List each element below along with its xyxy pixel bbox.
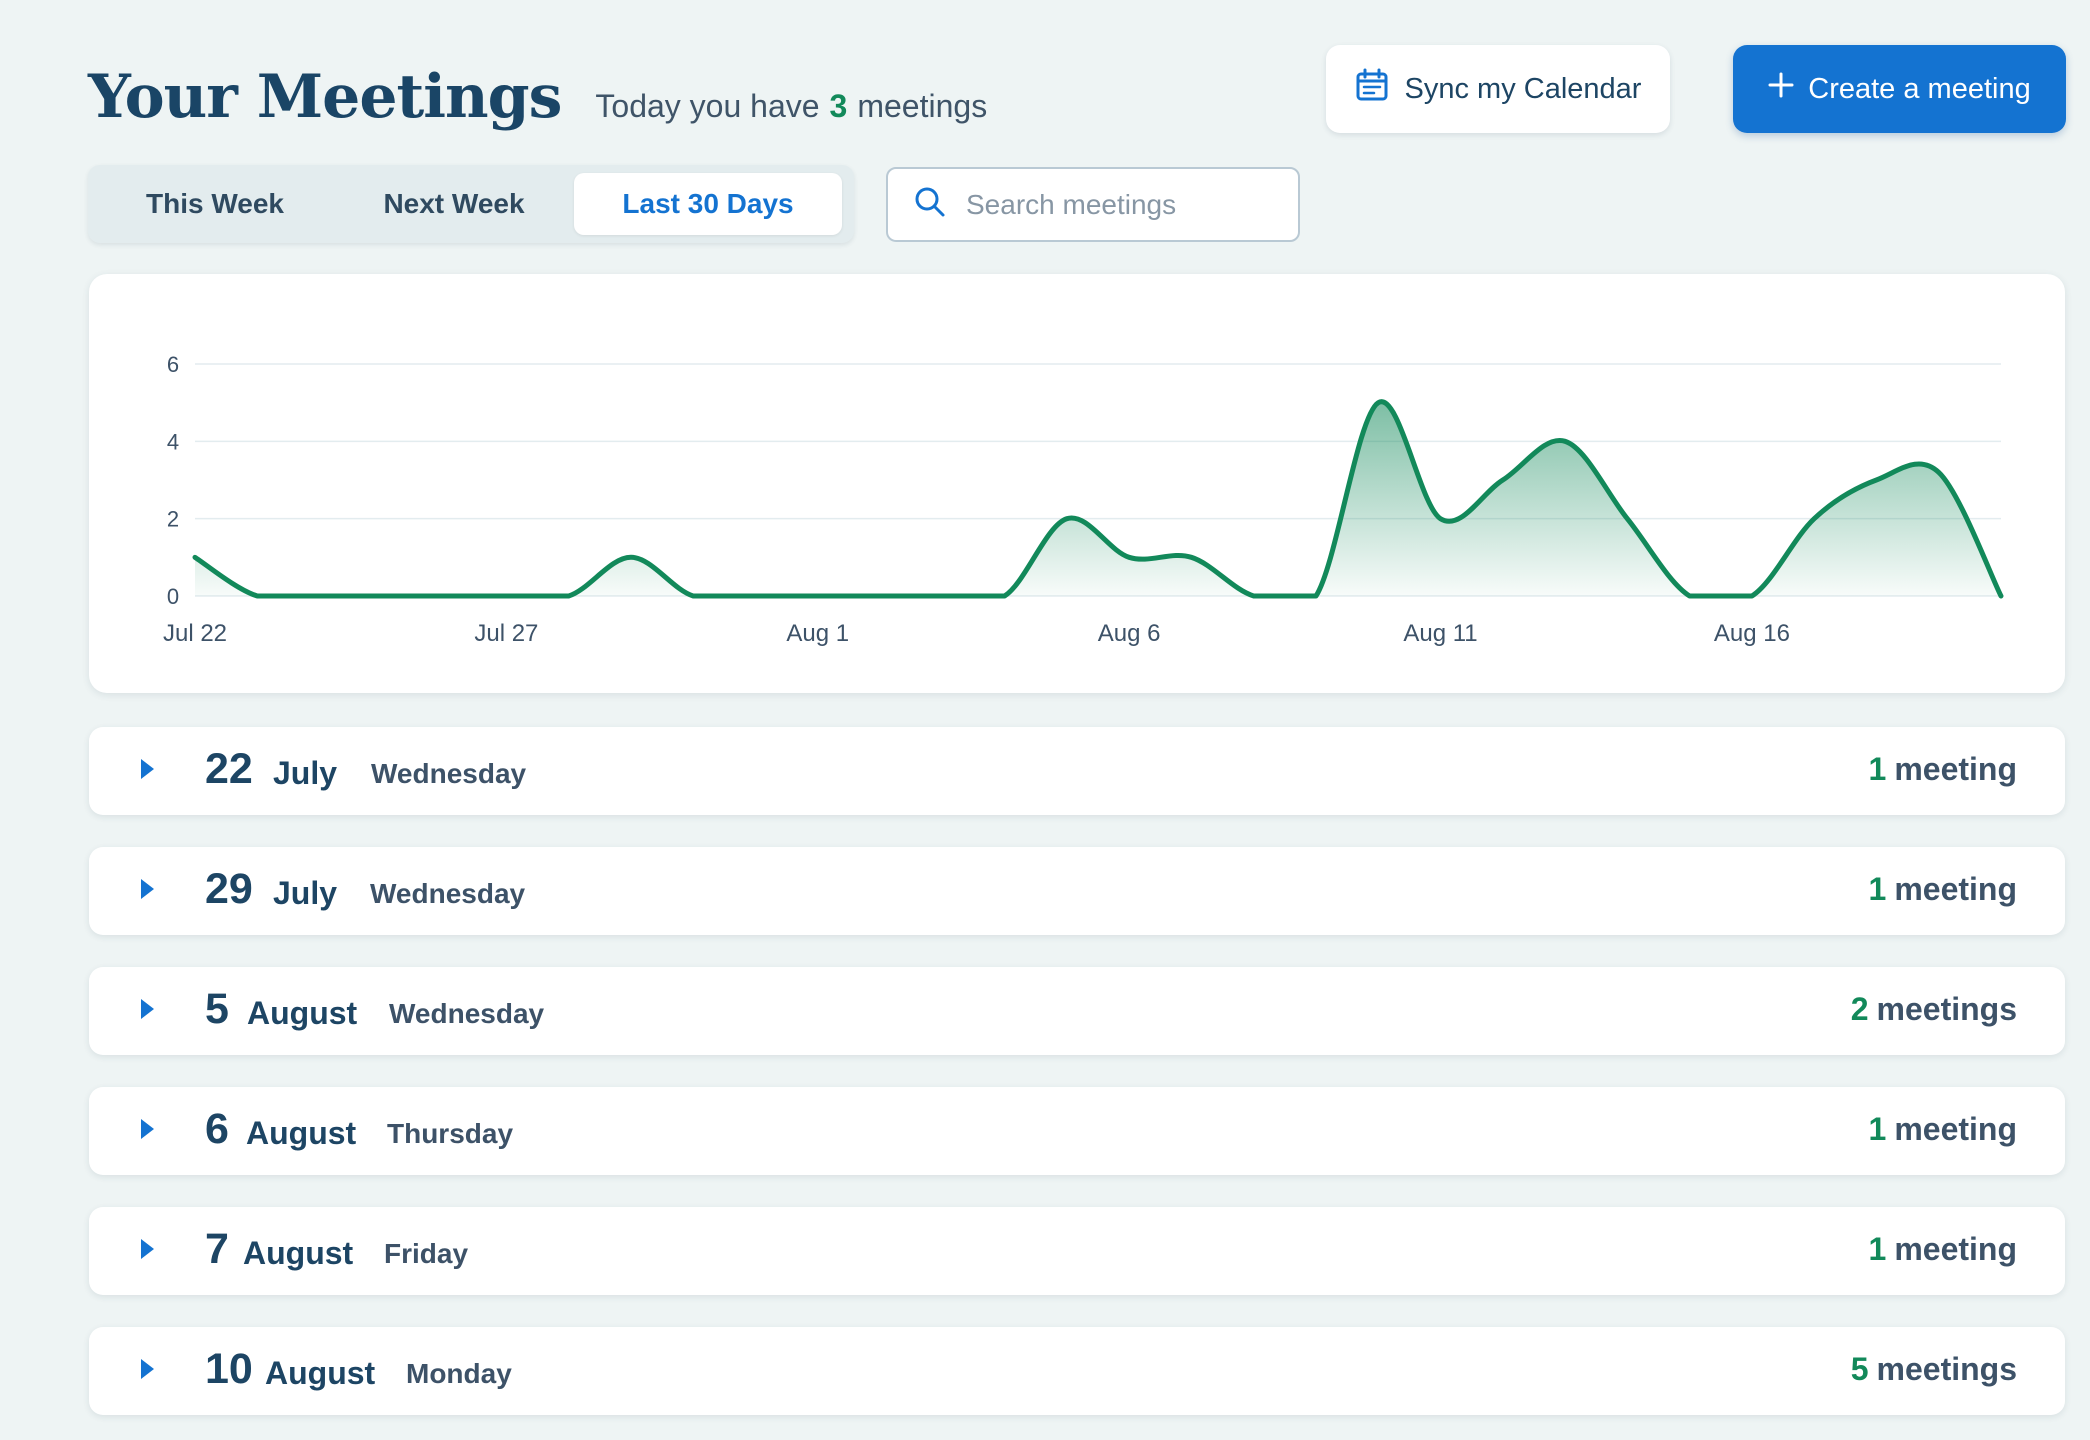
caret-right-icon[interactable] bbox=[141, 999, 154, 1019]
calendar-icon bbox=[1355, 68, 1389, 110]
create-meeting-label: Create a meeting bbox=[1808, 72, 2031, 105]
meeting-count: 1 meeting bbox=[1869, 751, 2017, 788]
day-month: August bbox=[265, 1355, 376, 1391]
chart-y-tick-label: 4 bbox=[167, 429, 179, 454]
meeting-count: 2 meetings bbox=[1851, 991, 2017, 1028]
today-prefix: Today you have bbox=[595, 88, 820, 124]
create-meeting-button[interactable]: Create a meeting bbox=[1733, 45, 2066, 133]
meeting-count-number: 5 bbox=[1850, 1351, 1869, 1387]
caret-right-icon[interactable] bbox=[141, 759, 154, 779]
day-row[interactable]: 29 July Wednesday 1 meeting bbox=[89, 847, 2065, 935]
chart-x-tick-label: Aug 11 bbox=[1403, 620, 1477, 647]
day-row[interactable]: 10 August Monday 5 meetings bbox=[89, 1327, 2065, 1415]
day-weekday: Thursday bbox=[387, 1118, 514, 1149]
meeting-count-number: 1 bbox=[1868, 751, 1887, 787]
meeting-count: 1 meeting bbox=[1869, 871, 2017, 908]
today-count: 3 bbox=[829, 88, 848, 124]
day-number: 29 bbox=[205, 865, 253, 913]
meeting-count-number: 1 bbox=[1868, 871, 1887, 907]
caret-right-icon[interactable] bbox=[141, 879, 154, 899]
chart-x-tick-label: Jul 27 bbox=[474, 620, 538, 647]
day-weekday: Friday bbox=[384, 1238, 469, 1269]
chart-y-tick-label: 6 bbox=[167, 352, 179, 377]
day-month: July bbox=[273, 755, 338, 791]
chart-series-line bbox=[192, 399, 2004, 599]
chart-x-tick-label: Aug 6 bbox=[1098, 620, 1161, 647]
day-row[interactable]: 22 July Wednesday 1 meeting bbox=[89, 727, 2065, 815]
caret-right-icon[interactable] bbox=[141, 1239, 154, 1259]
day-weekday: Wednesday bbox=[371, 758, 527, 789]
search-icon bbox=[914, 186, 946, 223]
meeting-count: 1 meeting bbox=[1869, 1111, 2017, 1148]
meeting-count-unit: meetings bbox=[1876, 991, 2017, 1027]
meeting-count-unit: meeting bbox=[1894, 751, 2017, 787]
caret-right-icon[interactable] bbox=[141, 1359, 154, 1379]
chart-y-tick-label: 0 bbox=[167, 584, 179, 609]
page-title: Your Meetings bbox=[88, 62, 562, 132]
day-number: 7 bbox=[205, 1225, 229, 1273]
meeting-count: 1 meeting bbox=[1869, 1231, 2017, 1268]
chart-x-tick-label: Aug 1 bbox=[786, 620, 849, 647]
meeting-count-unit: meeting bbox=[1894, 1231, 2017, 1267]
caret-right-icon[interactable] bbox=[141, 1119, 154, 1139]
search-box bbox=[886, 167, 1300, 242]
tab-this-week[interactable]: This Week bbox=[146, 188, 284, 219]
meetings-chart: 0 2 4 6 Jul 22 Jul 27 Aug 1 Aug 6 Aug 11 Aug 16 bbox=[163, 352, 2004, 647]
search-input[interactable] bbox=[966, 188, 1266, 221]
sync-calendar-button[interactable]: Sync my Calendar bbox=[1326, 45, 1670, 133]
day-weekday: Wednesday bbox=[370, 878, 526, 909]
chart-x-tick-label: Aug 16 bbox=[1714, 620, 1790, 647]
meeting-count: 5 meetings bbox=[1851, 1351, 2017, 1388]
meetings-chart-card: 0 2 4 6 Jul 22 Jul 27 Aug 1 Aug 6 Aug 11 Aug 16 bbox=[89, 274, 2065, 693]
meeting-count-unit: meetings bbox=[1876, 1351, 2017, 1387]
chart-area-fill bbox=[195, 401, 2001, 596]
day-month: August bbox=[243, 1235, 354, 1271]
tab-last-30-days[interactable]: Last 30 Days bbox=[574, 173, 842, 235]
day-month: August bbox=[246, 1115, 357, 1151]
chart-x-tick-label: Jul 22 bbox=[163, 620, 227, 647]
chart-y-tick-label: 2 bbox=[167, 507, 179, 532]
day-row[interactable]: 7 August Friday 1 meeting bbox=[89, 1207, 2065, 1295]
day-number: 5 bbox=[205, 985, 229, 1033]
page-header: Your Meetings Today you have 3 meetings bbox=[88, 62, 987, 132]
plus-icon bbox=[1768, 72, 1794, 106]
today-summary: Today you have 3 meetings bbox=[595, 88, 987, 125]
meeting-count-number: 2 bbox=[1850, 991, 1869, 1027]
day-number: 10 bbox=[205, 1345, 253, 1393]
meeting-count-unit: meeting bbox=[1894, 1111, 2017, 1147]
date-range-tabs: This Week Next Week Last 30 Days bbox=[88, 165, 854, 243]
day-weekday: Wednesday bbox=[389, 998, 545, 1029]
today-suffix: meetings bbox=[857, 88, 988, 124]
tab-next-week[interactable]: Next Week bbox=[383, 188, 525, 219]
day-number: 22 bbox=[205, 745, 253, 793]
meeting-count-number: 1 bbox=[1868, 1111, 1887, 1147]
day-month: August bbox=[247, 995, 358, 1031]
meeting-count-number: 1 bbox=[1868, 1231, 1887, 1267]
day-month: July bbox=[273, 875, 338, 911]
day-row[interactable]: 6 August Thursday 1 meeting bbox=[89, 1087, 2065, 1175]
day-row[interactable]: 5 August Wednesday 2 meetings bbox=[89, 967, 2065, 1055]
day-weekday: Monday bbox=[406, 1358, 512, 1389]
meeting-count-unit: meeting bbox=[1894, 871, 2017, 907]
sync-calendar-label: Sync my Calendar bbox=[1404, 72, 1642, 105]
day-number: 6 bbox=[205, 1105, 229, 1153]
